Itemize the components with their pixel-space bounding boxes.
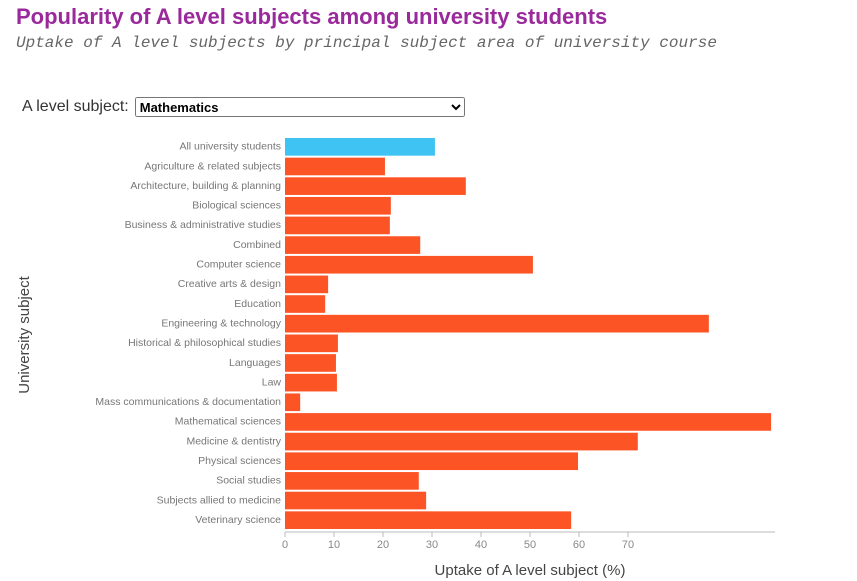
bar	[285, 236, 421, 254]
y-tick-label: Education	[234, 298, 281, 310]
bar	[285, 432, 638, 451]
bar	[285, 314, 709, 333]
y-tick-label: Social studies	[216, 475, 281, 487]
x-tick-label: 50	[524, 539, 536, 551]
bar	[285, 334, 338, 353]
x-axis-title: Uptake of A level subject (%)	[435, 562, 626, 579]
y-tick-label: Creative arts & design	[178, 278, 281, 290]
control-label: A level subject:	[22, 98, 129, 115]
x-tick-label: 40	[475, 539, 487, 551]
y-tick-label: Subjects allied to medicine	[157, 494, 281, 506]
x-tick-label: 70	[622, 539, 634, 551]
y-tick-label: Medicine & dentistry	[186, 435, 281, 447]
y-tick-label: All university students	[179, 141, 281, 153]
y-tick-label: Mass communications & documentation	[95, 396, 281, 408]
y-tick-label: Biological sciences	[192, 200, 281, 212]
chart-subtitle: Uptake of A level subjects by principal …	[16, 34, 717, 52]
x-tick-label: 60	[573, 539, 585, 551]
y-tick-label: Languages	[229, 357, 281, 369]
bar	[285, 196, 391, 215]
bar	[285, 255, 533, 274]
bar	[285, 216, 390, 235]
bar	[285, 491, 427, 510]
y-tick-label: Physical sciences	[198, 455, 281, 467]
bar	[285, 472, 419, 490]
chart-title: Popularity of A level subjects among uni…	[16, 4, 608, 29]
y-tick-label: Engineering & technology	[161, 317, 281, 329]
bar	[285, 373, 337, 392]
y-tick-label: Mathematical sciences	[175, 416, 281, 428]
bar	[285, 393, 301, 412]
y-tick-label: Historical & philosophical studies	[128, 337, 281, 349]
x-tick-label: 30	[426, 539, 438, 551]
bar	[285, 138, 435, 156]
x-tick-label: 0	[282, 539, 288, 551]
x-tick-label: 10	[328, 539, 340, 551]
y-tick-label: Computer science	[196, 259, 281, 271]
bar	[285, 413, 772, 431]
bar	[285, 177, 466, 195]
y-tick-label: Combined	[233, 239, 281, 251]
subject-select[interactable]: Mathematics	[134, 97, 465, 117]
y-tick-label: Agriculture & related subjects	[144, 160, 281, 172]
subject-control: A level subject: Mathematics	[22, 97, 465, 117]
y-tick-label: Law	[262, 376, 282, 388]
y-tick-label: Architecture, building & planning	[130, 180, 281, 192]
bar	[285, 295, 326, 313]
bar	[285, 452, 579, 471]
bar	[285, 354, 336, 372]
bar	[285, 157, 385, 176]
bar	[285, 511, 572, 529]
y-axis-title: University subject	[16, 275, 33, 393]
y-tick-label: Veterinary science	[195, 514, 281, 526]
x-tick-label: 20	[377, 539, 389, 551]
bar	[285, 275, 329, 294]
y-tick-label: Business & administrative studies	[125, 219, 281, 231]
